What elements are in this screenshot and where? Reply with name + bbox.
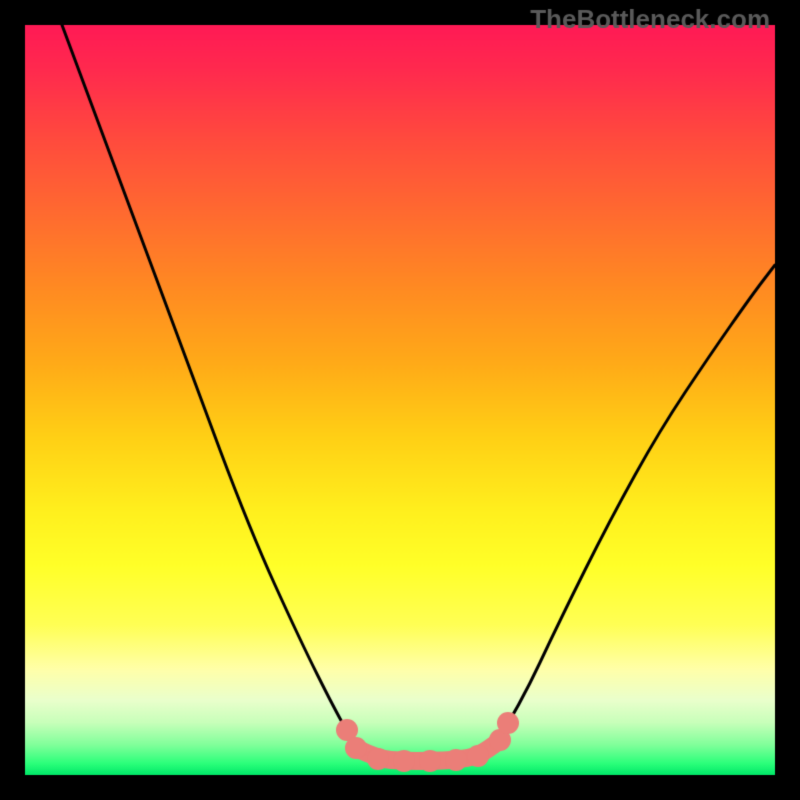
bottleneck-chart: [0, 0, 800, 800]
